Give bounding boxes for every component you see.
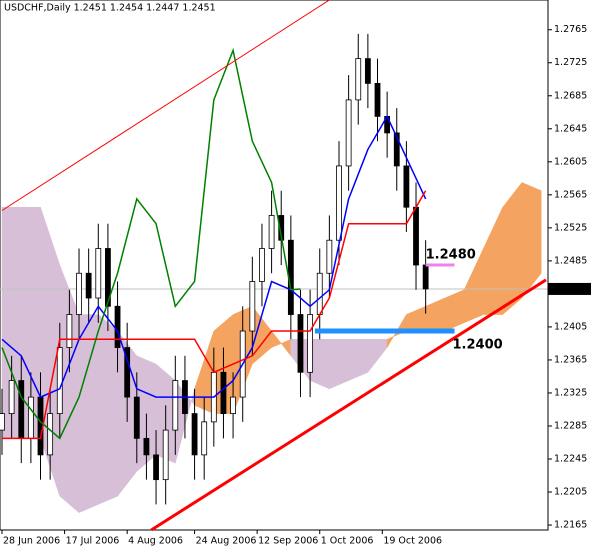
y-tick-label: 1.2325 (554, 387, 587, 398)
y-tick-label: 1.2685 (554, 90, 587, 101)
y-tick-label: 1.2245 (554, 454, 587, 465)
candle-body (364, 58, 371, 84)
candle-body (422, 264, 429, 290)
x-tick-label: 12 Sep 2006 (258, 536, 318, 547)
candle-body (153, 454, 159, 481)
candle-body (259, 248, 265, 282)
cloud-segment (329, 339, 349, 390)
candle-body (413, 206, 419, 266)
y-tick-label: 1.2605 (554, 156, 587, 167)
trendline (150, 278, 547, 532)
candle-body (297, 314, 304, 373)
candle-body (393, 132, 400, 167)
y-tick-label: 1.2205 (554, 487, 587, 498)
y-tick-label: 1.2565 (554, 189, 587, 200)
level-label: 1.2480 (426, 248, 476, 263)
candle-body (124, 347, 131, 398)
candle-body (268, 215, 275, 249)
level-label: 1.2400 (453, 338, 503, 353)
candle-body (172, 380, 179, 431)
candle-body (8, 380, 15, 414)
y-tick-label: 1.2365 (554, 354, 587, 365)
y-tick-label: 1.2405 (554, 321, 587, 332)
indicator-line (1, 47, 301, 440)
candle-body (56, 347, 63, 414)
y-tick-label: 1.2725 (554, 57, 587, 68)
x-tick-label: 4 Aug 2006 (128, 536, 183, 547)
x-tick-label: 1 Oct 2006 (321, 536, 374, 547)
price-box (548, 282, 591, 295)
x-tick-label: 28 Jun 2006 (3, 536, 60, 547)
candle-body (220, 371, 227, 414)
candle-body (249, 281, 256, 332)
candle-body (345, 99, 352, 167)
x-tick-label: 24 Aug 2006 (196, 536, 257, 547)
candle-body (230, 396, 236, 414)
y-tick-label: 1.2285 (554, 420, 587, 431)
trendline (1, 0, 330, 211)
price-box-label: 1.2451 (553, 283, 586, 294)
candle-body (95, 248, 102, 299)
candle-body (374, 82, 381, 117)
y-tick-label: 1.2485 (554, 255, 587, 266)
x-tick-label: 19 Oct 2006 (383, 536, 442, 547)
candle-body (143, 437, 150, 456)
chart-title: USDCHF,Daily 1.2451 1.2454 1.2447 1.2451 (4, 3, 216, 14)
candle-body (355, 58, 362, 101)
y-tick-label: 1.2165 (554, 520, 587, 531)
candle-body (0, 413, 5, 431)
candle-body (105, 248, 111, 307)
candle-body (201, 421, 208, 456)
candle-body (85, 272, 92, 299)
candle-body (66, 314, 73, 348)
indicator-line (1, 114, 427, 399)
indicator-line (2, 190, 427, 440)
candle-body (191, 413, 198, 456)
candle-body (133, 396, 140, 439)
candle-body (18, 380, 25, 439)
candle-body (162, 429, 169, 481)
candle-body (47, 413, 54, 456)
candle-body (326, 239, 333, 274)
candle-body (27, 396, 34, 439)
cloud-segment (78, 314, 99, 514)
candle-body (307, 314, 314, 373)
x-tick-label: 17 Jul 2006 (66, 536, 120, 547)
y-tick-label: 1.2765 (554, 24, 587, 35)
cloud-segment (521, 182, 542, 299)
candle-body (403, 165, 410, 208)
candle-body (114, 305, 121, 348)
y-tick-label: 1.2525 (554, 222, 587, 233)
y-tick-label: 1.2645 (554, 123, 587, 134)
candle-body (316, 272, 323, 315)
candle-body (336, 165, 342, 241)
candle-body (76, 272, 82, 315)
